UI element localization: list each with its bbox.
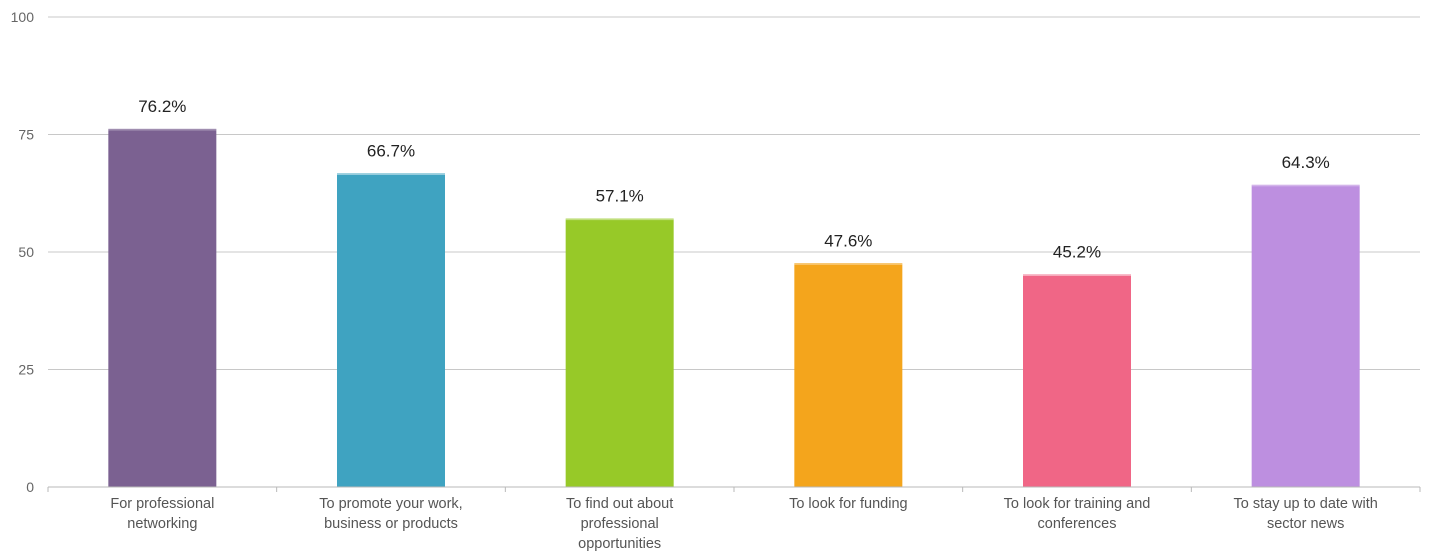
y-tick-label: 0 (26, 479, 34, 495)
y-axis-ticks: 0 25 50 75 100 (11, 9, 35, 495)
data-labels: 76.2% 66.7% 57.1% 47.6% 45.2% 64.3% (138, 97, 1330, 262)
data-label-2: 66.7% (367, 142, 415, 161)
x-category-label-5: To look for training and conferences (1004, 496, 1151, 532)
y-tick-label: 50 (18, 244, 34, 260)
x-category-label-3: To find out about professional opportuniti… (566, 496, 673, 552)
x-category-label-line: To stay up to date with (1234, 496, 1378, 512)
data-label-6: 64.3% (1282, 153, 1330, 172)
bar-2 (337, 173, 445, 487)
data-label-3: 57.1% (596, 187, 644, 206)
bar-3 (565, 218, 674, 487)
x-category-label-1: For professional networking (110, 496, 214, 532)
x-axis-labels: For professional networking To promote you… (110, 496, 1377, 552)
x-axis (47, 486, 1421, 492)
x-category-label-line: To look for training and (1004, 496, 1151, 512)
bar-5 (1023, 274, 1131, 487)
data-label-4: 47.6% (824, 231, 872, 250)
x-category-label-line: sector news (1267, 516, 1344, 532)
x-category-label-line: networking (127, 516, 197, 532)
x-category-label-4: To look for funding (789, 496, 908, 512)
x-category-label-line: To find out about (566, 496, 673, 512)
y-tick-label: 100 (11, 9, 35, 25)
y-tick-label: 75 (18, 127, 34, 143)
gridlines (48, 16, 1420, 370)
x-category-label-line: For professional (110, 496, 214, 512)
y-tick-label: 25 (18, 362, 34, 378)
x-category-label-line: To promote your work, (319, 496, 462, 512)
x-category-label-line: To look for funding (789, 496, 908, 512)
bar-1 (108, 128, 217, 488)
data-label-1: 76.2% (138, 97, 186, 116)
x-category-label-line: business or products (324, 516, 458, 532)
x-category-label-line: professional (581, 516, 659, 532)
x-category-label-2: To promote your work, business or product… (319, 496, 462, 532)
x-category-label-line: conferences (1038, 516, 1117, 532)
bar-4 (794, 263, 903, 487)
bars (108, 128, 1360, 488)
data-label-5: 45.2% (1053, 243, 1101, 262)
x-category-label-6: To stay up to date with sector news (1234, 496, 1378, 532)
bar-6 (1251, 184, 1360, 488)
x-category-label-line: opportunities (578, 536, 661, 552)
